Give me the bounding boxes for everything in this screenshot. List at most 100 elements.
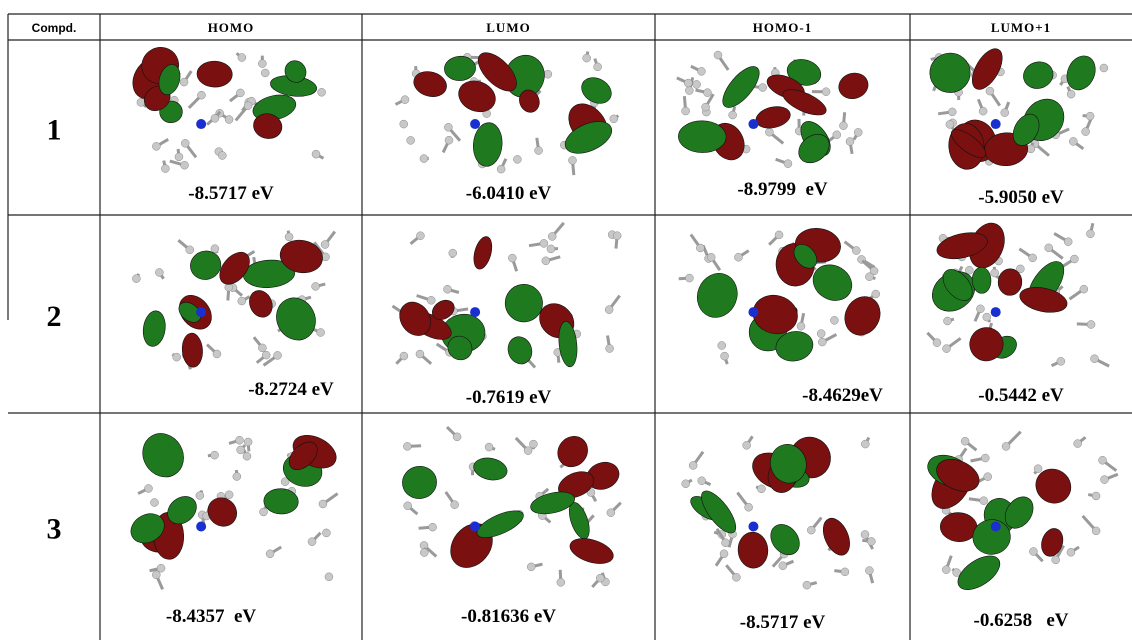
- atom: [961, 437, 969, 445]
- energy-label: -8.4357 eV: [166, 606, 257, 627]
- compound-number: 2: [47, 300, 62, 333]
- atom: [318, 88, 326, 96]
- atom: [984, 473, 992, 481]
- atom: [400, 352, 408, 360]
- column-header: HOMO: [208, 20, 255, 35]
- atom: [322, 529, 330, 537]
- atom: [841, 568, 849, 576]
- nitrogen: [470, 521, 480, 531]
- atom: [698, 477, 706, 485]
- atom: [401, 96, 409, 104]
- orbital-lobe: [444, 55, 477, 81]
- compound-number: 3: [47, 513, 62, 546]
- atom: [325, 573, 333, 581]
- orbital-lobe: [836, 69, 872, 102]
- compound-number: 1: [47, 114, 62, 147]
- atom: [872, 290, 880, 298]
- atom: [605, 306, 613, 314]
- atom: [948, 108, 956, 116]
- atom: [610, 115, 618, 123]
- atom: [1070, 255, 1078, 263]
- atom: [981, 454, 989, 462]
- atom: [258, 344, 266, 352]
- atom: [697, 67, 705, 75]
- atom: [729, 111, 737, 119]
- atom: [722, 539, 730, 547]
- nitrogen: [470, 307, 480, 317]
- atom: [1099, 456, 1107, 464]
- atom: [743, 441, 751, 449]
- atom: [211, 114, 219, 122]
- atom: [721, 352, 729, 360]
- atom: [218, 152, 226, 160]
- atom: [211, 245, 219, 253]
- atom: [197, 91, 205, 99]
- atom: [1052, 556, 1060, 564]
- atom: [1064, 238, 1072, 246]
- atom: [527, 563, 535, 571]
- atom: [404, 502, 412, 510]
- atom: [807, 526, 815, 534]
- atom: [274, 351, 282, 359]
- atom: [1100, 64, 1108, 72]
- atom: [1067, 548, 1075, 556]
- atom: [596, 574, 604, 582]
- atom: [682, 480, 690, 488]
- nitrogen: [748, 307, 758, 317]
- atom: [946, 120, 954, 128]
- atom: [312, 282, 320, 290]
- atom: [258, 60, 266, 68]
- atom: [150, 499, 158, 507]
- atom: [852, 247, 860, 255]
- atom: [861, 440, 869, 448]
- atom: [976, 305, 984, 313]
- atom: [1082, 128, 1090, 136]
- atom: [427, 296, 435, 304]
- atom: [607, 509, 615, 517]
- atom: [745, 503, 753, 511]
- atom: [524, 447, 532, 455]
- atom: [867, 537, 875, 545]
- atom: [186, 246, 194, 254]
- orbital-lobe: [471, 235, 495, 271]
- atom: [262, 351, 270, 359]
- atom: [321, 241, 329, 249]
- atom: [568, 156, 576, 164]
- atom: [1027, 145, 1035, 153]
- atom: [1057, 357, 1065, 365]
- atom: [803, 581, 811, 589]
- atom: [233, 472, 241, 480]
- orbital-lobe: [765, 519, 806, 561]
- atom: [416, 232, 424, 240]
- nitrogen: [991, 521, 1001, 531]
- atom: [685, 87, 693, 95]
- atom: [732, 573, 740, 581]
- atom: [180, 78, 188, 86]
- atom: [757, 485, 765, 493]
- atom: [407, 136, 415, 144]
- atom: [933, 339, 941, 347]
- atom: [942, 566, 950, 574]
- atom: [529, 440, 537, 448]
- atom: [822, 88, 830, 96]
- orbital-lobe: [269, 291, 322, 347]
- atom: [420, 549, 428, 557]
- atom: [1067, 90, 1075, 98]
- orbital-lobe: [678, 120, 726, 153]
- orbital-lobe: [141, 309, 168, 347]
- atom: [720, 550, 728, 558]
- orbital-lobe: [503, 283, 544, 324]
- energy-label: -0.7619 eV: [466, 387, 552, 408]
- atom: [613, 232, 621, 240]
- atom: [718, 341, 726, 349]
- atom: [196, 492, 204, 500]
- atom: [714, 51, 722, 59]
- nitrogen: [196, 307, 206, 317]
- atom: [1090, 355, 1098, 363]
- energy-label: -5.9050 eV: [978, 187, 1064, 208]
- atom: [451, 501, 459, 509]
- atom: [765, 128, 773, 136]
- atom: [173, 353, 181, 361]
- atom: [266, 550, 274, 558]
- atom: [225, 116, 233, 124]
